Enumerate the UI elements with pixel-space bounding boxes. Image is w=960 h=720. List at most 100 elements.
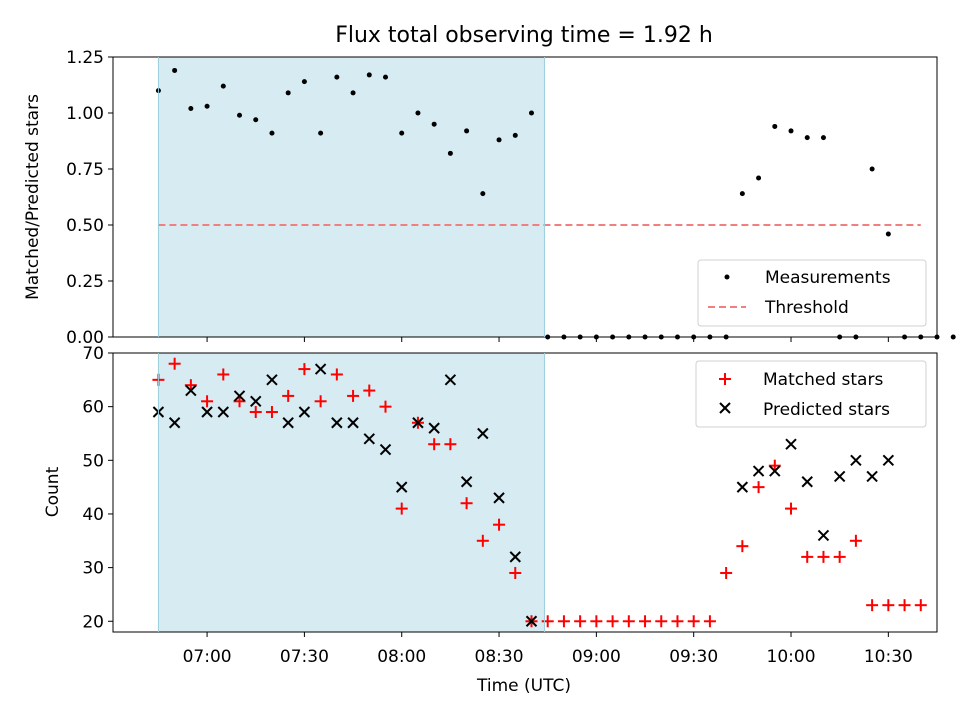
x-tick-label: 08:30 [475, 647, 524, 667]
matched-star-point [379, 400, 392, 413]
matched-star-point [347, 389, 360, 402]
measurement-point [399, 130, 405, 136]
matched-star-point [801, 550, 814, 563]
matched-star-point [590, 615, 603, 628]
x-tick-label: 07:00 [183, 647, 232, 667]
x-tick-label: 10:00 [767, 647, 816, 667]
predicted-star-point [168, 417, 181, 429]
x-tick-label: 09:00 [572, 647, 621, 667]
y-tick-label: 50 [82, 451, 104, 471]
matched-star-point [363, 384, 376, 397]
measurement-point [869, 166, 875, 172]
predicted-star-point [331, 417, 343, 429]
y-tick-label: 1.00 [66, 104, 104, 124]
predicted-star-point [412, 417, 424, 429]
matched-star-point [444, 438, 457, 451]
matched-star-point [265, 406, 278, 419]
y-tick-label: 1.25 [66, 48, 104, 68]
measurement-point [804, 135, 810, 141]
predicted-star-point [233, 390, 246, 402]
predicted-star-point [882, 454, 895, 467]
y-tick-label: 70 [82, 344, 104, 364]
predicted-star-point [266, 374, 278, 386]
top-legend-box [697, 259, 927, 327]
measurement-point [496, 137, 502, 143]
legend-threshold-label: Threshold [764, 298, 849, 318]
matched-star-point [785, 502, 798, 515]
measurement-point [253, 117, 259, 123]
measurement-point [269, 130, 275, 136]
matched-star-point [298, 363, 311, 376]
matched-star-point [817, 550, 830, 563]
predicted-star-point [314, 363, 327, 375]
measurement-point [204, 103, 210, 109]
measurement-point [431, 121, 437, 127]
predicted-star-point [817, 529, 830, 542]
predicted-star-point [850, 454, 862, 467]
measurement-point [237, 112, 243, 118]
measurement-point [528, 110, 534, 116]
chart-title: Flux total observing time = 1.92 h [335, 23, 713, 48]
matched-star-point [833, 550, 846, 563]
top-y-ticks: 0.00 0.25 0.50 0.75 1.00 1.25 [66, 48, 113, 348]
y-tick-label: 60 [82, 398, 104, 418]
predicted-star-point [379, 443, 392, 456]
measurement-point [383, 74, 389, 80]
matched-star-point [476, 534, 489, 547]
measurement-point [318, 130, 324, 136]
y-tick-label: 30 [82, 559, 104, 579]
predicted-star-point [493, 492, 505, 504]
bottom-y-axis-label: Count [43, 466, 63, 517]
predicted-star-point [250, 395, 262, 407]
y-tick-label: 0.00 [66, 328, 104, 348]
predicted-star-point [801, 476, 813, 488]
matched-star-point [606, 615, 619, 628]
matched-star-point [655, 615, 668, 628]
measurement-point [188, 106, 194, 112]
matched-star-point [493, 518, 506, 531]
predicted-star-point [428, 422, 440, 434]
bottom-panel: 20 30 40 50 60 70 07:00 07:30 08:00 08:30 09:00 09… [43, 344, 938, 696]
matched-star-point [201, 395, 214, 408]
predicted-star-point [396, 481, 408, 493]
x-axis-label: Time (UTC) [476, 676, 571, 696]
matched-star-point [574, 615, 587, 628]
predicted-star-point [833, 470, 846, 483]
predicted-star-point [785, 438, 797, 450]
y-tick-label: 0.25 [66, 272, 104, 292]
measurement-point [220, 83, 226, 89]
bottom-plot-frame [112, 352, 938, 633]
y-tick-label: 0.50 [66, 216, 104, 236]
measurement-point [739, 191, 745, 197]
bottom-legend-box [695, 360, 927, 428]
predicted-star-point [298, 406, 311, 418]
top-marks [155, 67, 956, 340]
bottom-y-ticks: 20 30 40 50 60 70 [82, 344, 113, 632]
matched-star-point [330, 368, 343, 381]
y-tick-label: 0.75 [66, 160, 104, 180]
measurement-point [772, 123, 778, 129]
measurement-point [512, 132, 518, 138]
matched-star-point [752, 481, 765, 494]
matched-star-point [395, 502, 408, 515]
legend-matched-label: Matched stars [763, 370, 883, 390]
top-shaded-region [158, 57, 545, 337]
matched-star-point [282, 389, 295, 402]
y-tick-label: 20 [82, 612, 104, 632]
predicted-star-point [347, 417, 359, 429]
matched-star-point [314, 395, 327, 408]
measurement-point [756, 175, 762, 181]
measurement-point [350, 90, 356, 96]
predicted-star-point [509, 551, 521, 563]
x-tick-label: 07:30 [280, 647, 329, 667]
bottom-marks [152, 357, 927, 628]
matched-star-point [720, 566, 733, 579]
matched-star-point [428, 438, 441, 451]
matched-star-point [217, 368, 230, 381]
measurement-point [334, 74, 340, 80]
predicted-star-point [866, 470, 878, 483]
y-tick-label: 40 [82, 505, 104, 525]
measurement-point [285, 90, 291, 96]
bottom-legend: Matched stars Predicted stars [695, 360, 927, 428]
